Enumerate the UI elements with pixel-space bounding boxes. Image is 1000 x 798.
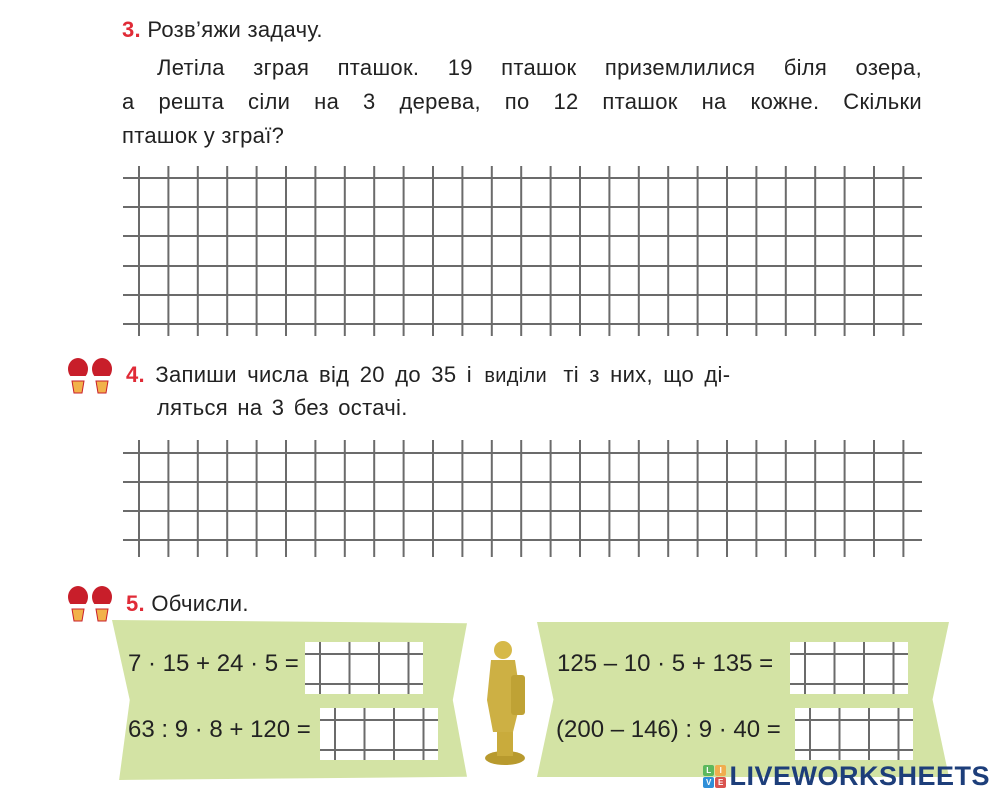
answer-box[interactable] — [320, 708, 438, 760]
expression: (200 – 146) : 9 · 40 = — [556, 716, 781, 743]
logo-text: LIVEWORKSHEETS — [729, 761, 990, 791]
task5-heading: 5. Обчисли. — [126, 588, 249, 620]
expression: 125 – 10 · 5 + 135 = — [557, 650, 774, 677]
answer-box[interactable] — [305, 642, 423, 694]
task4-line1: 4. Запиши числа від 20 до 35 і виділи ті… — [126, 362, 731, 387]
task-title: Обчисли. — [151, 591, 249, 616]
highlight-word: виділи — [484, 365, 547, 387]
answer-box[interactable] — [795, 708, 913, 760]
task4-line2: ляться на 3 без остачі. — [157, 395, 408, 420]
task3-line: пташок у зграї? — [122, 123, 285, 148]
task-number: 5. — [126, 591, 145, 616]
expression: 63 : 9 · 8 + 120 = — [128, 716, 311, 743]
task-title: Розв’яжи задачу. — [147, 17, 323, 42]
task-number: 3. — [122, 17, 141, 42]
answer-box[interactable] — [790, 642, 908, 694]
golden-statue-icon — [485, 641, 525, 765]
mittens-icon — [68, 358, 112, 394]
mittens-icon — [68, 586, 112, 622]
task3-line: Летіла зграя пташок. 19 пташок приземлил… — [157, 55, 922, 80]
task3-line: а решта сіли на 3 дерева, по 12 пташок н… — [122, 89, 922, 114]
task-number: 4. — [126, 362, 145, 387]
task3-heading: 3. Розв’яжи задачу. — [122, 14, 323, 46]
expression: 7 · 15 + 24 · 5 = — [128, 650, 299, 677]
